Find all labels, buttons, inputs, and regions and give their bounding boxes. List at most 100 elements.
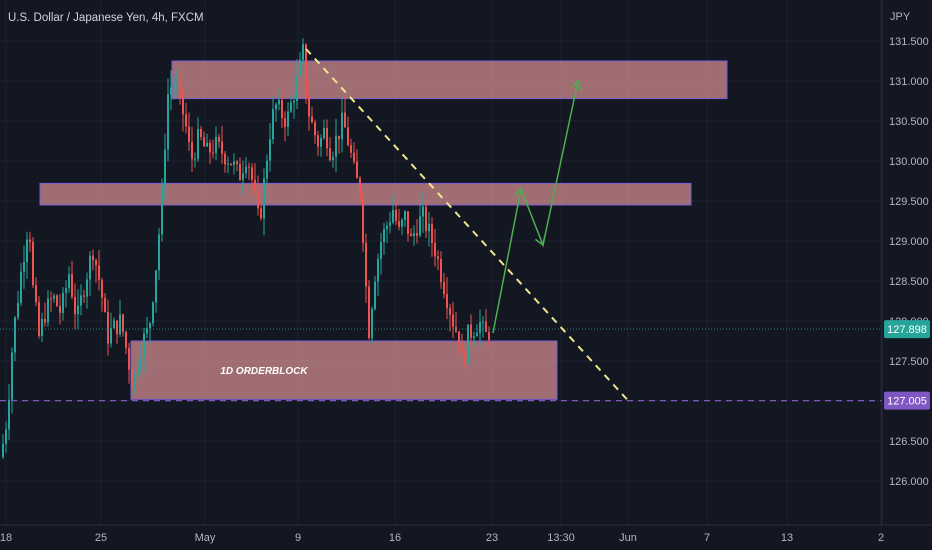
candle-body xyxy=(434,242,436,257)
candle-body xyxy=(167,94,169,150)
candle-body xyxy=(269,139,271,161)
candle-body xyxy=(224,153,226,165)
candle-body xyxy=(23,262,25,272)
candle-body xyxy=(41,318,43,336)
x-tick-label: 16 xyxy=(389,532,401,544)
candle-body xyxy=(329,148,331,161)
candle-body xyxy=(383,229,385,242)
candle-body xyxy=(440,258,442,283)
trendline[interactable] xyxy=(305,48,628,401)
drawings[interactable] xyxy=(305,48,628,401)
candle-body xyxy=(425,206,427,232)
x-tick-label: May xyxy=(195,532,216,544)
candle-body xyxy=(242,173,244,181)
candle-body xyxy=(284,118,286,127)
candle-body xyxy=(113,320,115,329)
projection-arrowhead xyxy=(534,235,546,247)
candle-body xyxy=(146,328,148,334)
candle-body xyxy=(362,196,364,243)
candle-body xyxy=(407,211,409,234)
price-levels xyxy=(0,328,882,402)
candle-body xyxy=(266,160,268,179)
candle-body xyxy=(152,302,154,324)
candle-body xyxy=(485,321,487,332)
candle-body xyxy=(2,443,4,457)
candle-body xyxy=(296,75,298,102)
candle-body xyxy=(230,163,232,165)
candle-body xyxy=(44,318,46,323)
candle-body xyxy=(188,126,190,143)
candle-body xyxy=(191,142,193,160)
candlesticks xyxy=(2,38,490,460)
candle-body xyxy=(326,128,328,149)
candle-body xyxy=(398,221,400,227)
candle-body xyxy=(140,356,142,369)
candle-body xyxy=(131,369,133,388)
candle-body xyxy=(302,44,304,60)
candle-body xyxy=(353,152,355,162)
candle-body xyxy=(422,206,424,217)
candle-body xyxy=(71,274,73,297)
supply-demand-zones[interactable]: 1D ORDERBLOCK xyxy=(39,60,728,400)
candle-body xyxy=(416,233,418,236)
candle-body xyxy=(137,368,139,373)
candle-body xyxy=(11,352,13,400)
candle-body xyxy=(176,85,178,87)
candle-body xyxy=(311,116,313,123)
current-price-value: 127.898 xyxy=(887,324,927,336)
projection-path[interactable] xyxy=(492,80,579,334)
zone-box[interactable] xyxy=(39,182,692,206)
candle-body xyxy=(437,256,439,259)
candle-body xyxy=(245,166,247,174)
candle-body xyxy=(149,323,151,329)
candle-body xyxy=(203,137,205,147)
candle-body xyxy=(368,286,370,339)
candle-body xyxy=(86,279,88,297)
candle-body xyxy=(110,328,112,344)
y-tick-label: 126.000 xyxy=(889,476,929,488)
candle-body xyxy=(374,281,376,309)
candle-body xyxy=(26,239,28,263)
x-tick-label: 23 xyxy=(486,532,498,544)
candle-body xyxy=(35,285,37,303)
candle-body xyxy=(401,219,403,227)
candle-body xyxy=(404,211,406,220)
candle-body xyxy=(32,241,34,286)
candle-body xyxy=(356,161,358,179)
candle-body xyxy=(299,59,301,76)
zone-box[interactable] xyxy=(171,60,728,100)
candle-body xyxy=(428,223,430,232)
candle-body xyxy=(377,258,379,282)
y-tick-label: 131.000 xyxy=(889,76,929,88)
candle-body xyxy=(125,331,127,348)
candle-body xyxy=(209,142,211,153)
candle-body xyxy=(305,44,307,98)
y-tick-label: 128.500 xyxy=(889,276,929,288)
candle-body xyxy=(251,167,253,180)
candle-body xyxy=(281,99,283,119)
candle-body xyxy=(443,282,445,295)
candle-body xyxy=(98,265,100,280)
projection-arrowhead xyxy=(570,79,582,91)
candle-body xyxy=(206,142,208,147)
candle-body xyxy=(278,99,280,105)
zone-box[interactable] xyxy=(130,340,558,400)
candle-body xyxy=(275,104,277,110)
x-tick-label: 7 xyxy=(704,532,710,544)
candle-body xyxy=(290,102,292,112)
candle-body xyxy=(104,297,106,313)
candle-body xyxy=(107,312,109,344)
candle-body xyxy=(215,136,217,153)
candle-body xyxy=(155,270,157,303)
candle-body xyxy=(62,292,64,313)
y-tick-label: 129.500 xyxy=(889,196,929,208)
candle-body xyxy=(14,317,16,353)
candle-body xyxy=(50,298,52,300)
candle-body xyxy=(350,145,352,153)
candle-body xyxy=(389,222,391,226)
candle-body xyxy=(212,152,214,154)
candle-body xyxy=(236,161,238,165)
candle-body xyxy=(248,166,250,168)
candle-body xyxy=(218,136,220,142)
